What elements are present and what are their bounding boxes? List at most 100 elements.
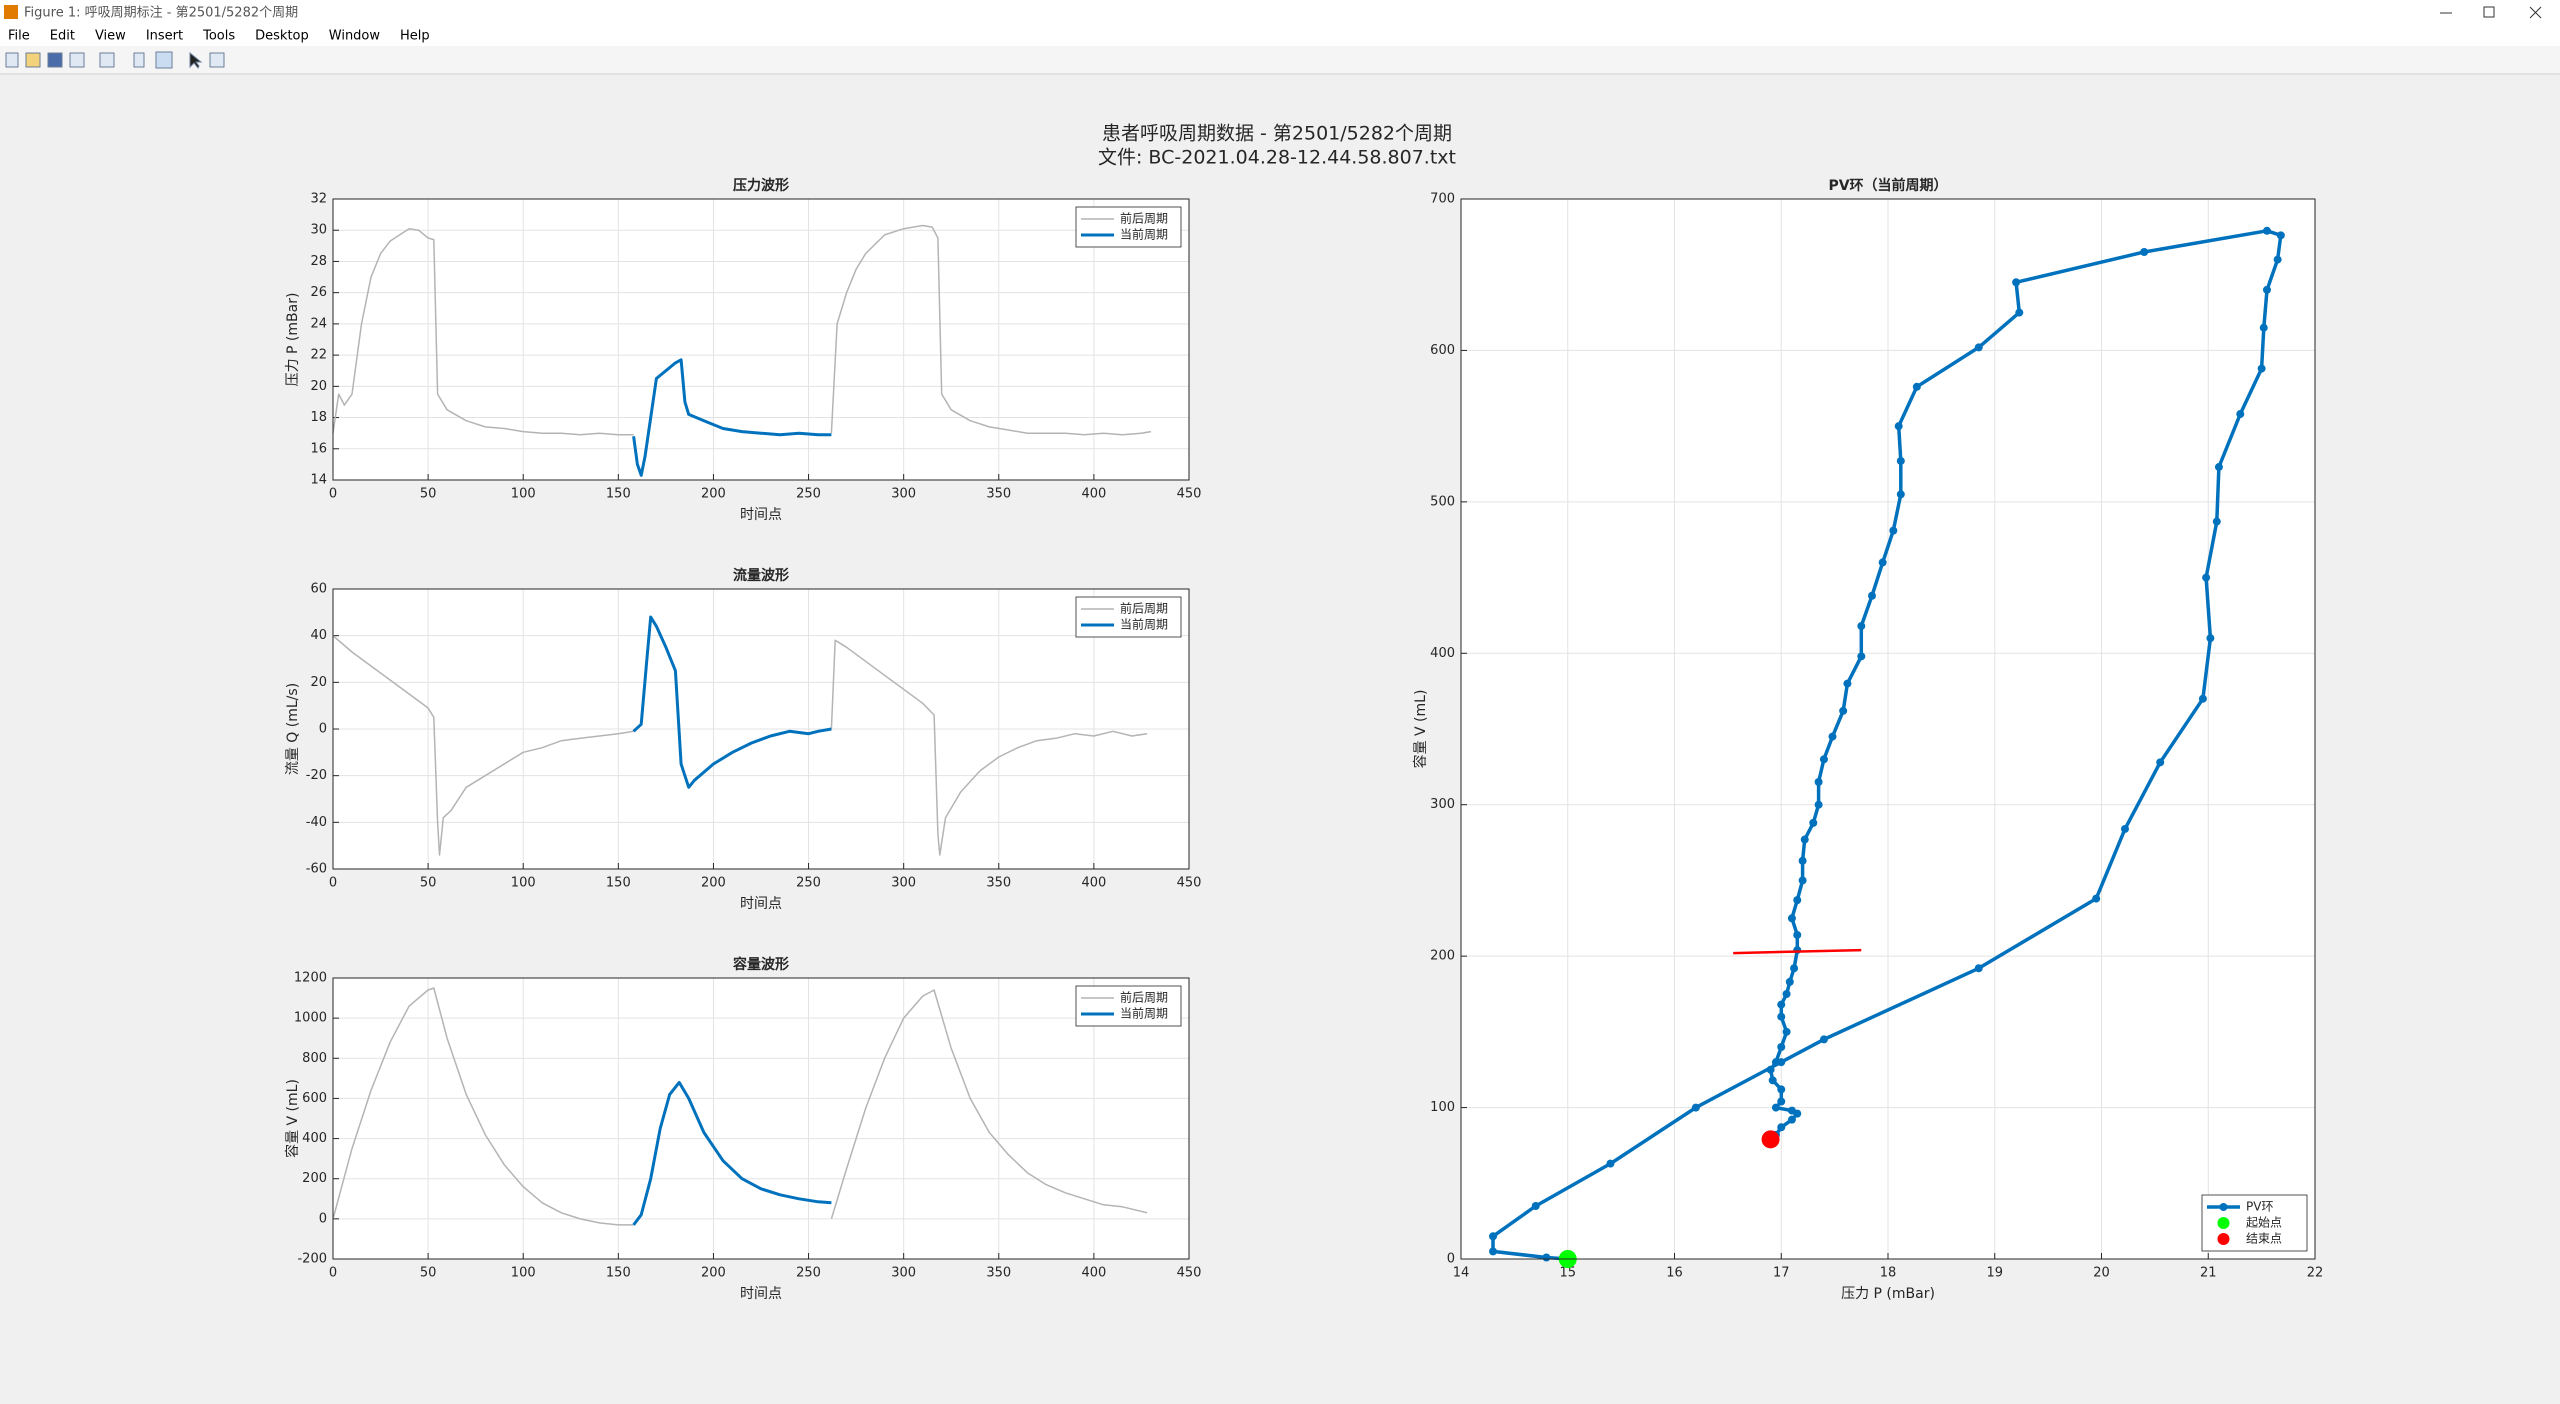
menu-item[interactable]: Insert — [146, 29, 183, 44]
data-point — [1787, 914, 1796, 923]
data-point — [2257, 364, 2266, 373]
x-tick-label: 250 — [796, 876, 821, 891]
toolbar — [0, 46, 2560, 74]
x-tick-label: 50 — [420, 487, 437, 502]
menu-item[interactable]: Tools — [202, 29, 235, 44]
data-point — [1857, 652, 1866, 661]
data-point — [1894, 422, 1903, 431]
menu-item[interactable]: Edit — [50, 29, 75, 44]
data-point — [1819, 755, 1828, 764]
y-tick-label: 20 — [310, 379, 327, 394]
tool-new[interactable] — [5, 52, 19, 68]
y-tick-label: 30 — [310, 223, 327, 238]
tool-link[interactable] — [99, 52, 115, 68]
y-tick-label: 0 — [319, 722, 327, 737]
y-tick-label: 800 — [302, 1051, 327, 1066]
data-point — [1787, 1115, 1796, 1124]
x-tick-label: 0 — [329, 1266, 337, 1281]
y-tick-label: 0 — [1447, 1252, 1455, 1267]
series-line — [632, 358, 832, 477]
x-tick-label: 21 — [2200, 1266, 2217, 1281]
x-tick-label: 22 — [2307, 1266, 2324, 1281]
x-tick-label: 350 — [986, 487, 1011, 502]
y-tick-label: 700 — [1430, 192, 1455, 207]
tool-colorbar[interactable] — [133, 52, 145, 68]
x-tick-label: 18 — [1880, 1266, 1897, 1281]
menu-item[interactable]: File — [8, 29, 30, 44]
legend-label: 前后周期 — [1120, 990, 1168, 1005]
legend-label: 当前周期 — [1120, 1006, 1168, 1021]
menu-item[interactable]: View — [95, 29, 126, 44]
x-tick-label: 100 — [511, 487, 536, 502]
y-tick-label: -40 — [306, 815, 327, 830]
y-tick-label: -60 — [306, 862, 327, 877]
legend-box — [1075, 985, 1182, 1027]
tool-print[interactable] — [69, 52, 85, 68]
data-point — [1777, 1085, 1786, 1094]
data-point — [2262, 285, 2271, 294]
data-point — [1878, 558, 1887, 567]
x-tick-label: 200 — [701, 876, 726, 891]
y-tick-label: -200 — [297, 1252, 327, 1267]
x-axis-label: 压力 P (mBar) — [1841, 1286, 1935, 1302]
tool-edit[interactable] — [189, 51, 203, 69]
x-tick-label: 350 — [986, 1266, 1011, 1281]
data-point — [1857, 622, 1866, 631]
menu-item[interactable]: Window — [329, 29, 381, 44]
x-tick-label: 50 — [420, 876, 437, 891]
y-tick-label: 26 — [310, 285, 327, 300]
data-point — [1489, 1247, 1498, 1256]
menu-item[interactable]: Help — [400, 29, 430, 44]
data-point — [2212, 517, 2221, 526]
title-bar — [0, 0, 2560, 26]
x-tick-label: 250 — [796, 1266, 821, 1281]
toolbar-icons — [5, 51, 225, 69]
y-tick-label: 600 — [302, 1091, 327, 1106]
figure-title: 患者呼吸周期数据 - 第2501/5282个周期 — [1102, 123, 1452, 145]
axes-border — [332, 588, 1190, 870]
x-tick-label: 150 — [606, 876, 631, 891]
data-point — [1974, 964, 1983, 973]
data-point — [1974, 343, 1983, 352]
tool-open[interactable] — [25, 52, 41, 68]
data-point — [2092, 894, 2101, 903]
data-point — [1766, 1065, 1775, 1074]
data-point — [1782, 1027, 1791, 1036]
x-tick-label: 17 — [1773, 1266, 1790, 1281]
x-tick-label: 150 — [606, 487, 631, 502]
y-axis-label: 压力 P (mBar) — [285, 293, 301, 387]
data-point — [1912, 382, 1921, 391]
y-tick-label: 400 — [302, 1131, 327, 1146]
y-tick-label: 24 — [310, 316, 327, 331]
y-axis-label: 容量 V (mL) — [1412, 690, 1429, 769]
data-point — [1814, 778, 1823, 786]
legend-marker — [2217, 1217, 2230, 1229]
y-tick-label: 400 — [1430, 646, 1455, 661]
tool-legend[interactable] — [155, 51, 173, 69]
x-axis-label: 时间点 — [740, 1286, 782, 1302]
y-tick-label: 1000 — [294, 1011, 327, 1026]
y-tick-label: 1200 — [294, 971, 327, 986]
y-tick-label: 32 — [310, 192, 327, 207]
legend-label: 前后周期 — [1120, 601, 1168, 616]
data-point — [2276, 231, 2285, 240]
close[interactable] — [2529, 6, 2542, 19]
x-tick-label: 20 — [2093, 1266, 2110, 1281]
axes-border — [1460, 198, 2316, 1260]
menu-item[interactable]: Desktop — [255, 29, 309, 44]
tool-browser[interactable] — [209, 52, 225, 68]
series-line — [632, 1080, 832, 1226]
plot-area — [333, 199, 1189, 480]
legend-label: 前后周期 — [1120, 211, 1168, 226]
tool-save[interactable] — [47, 52, 63, 68]
y-tick-label: 600 — [1430, 343, 1455, 358]
data-point — [1768, 1076, 1777, 1085]
data-point — [1793, 930, 1802, 939]
restore[interactable] — [2483, 6, 2495, 18]
data-point — [2236, 410, 2245, 419]
x-tick-label: 150 — [606, 1266, 631, 1281]
x-tick-label: 350 — [986, 876, 1011, 891]
x-tick-label: 450 — [1177, 876, 1202, 891]
x-tick-label: 200 — [701, 487, 726, 502]
